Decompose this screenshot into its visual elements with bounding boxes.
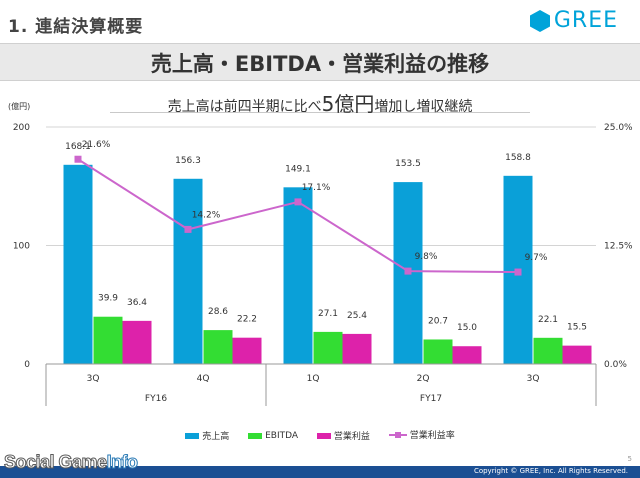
bar-op-income xyxy=(122,320,152,364)
margin-point xyxy=(404,267,412,275)
margin-point xyxy=(514,268,522,276)
x-tick-label: 4Q xyxy=(197,374,210,384)
y-axis-unit-label: (億円) xyxy=(8,102,31,111)
margin-value-label: 21.6% xyxy=(82,140,111,150)
legend-label-op-income: 営業利益 xyxy=(333,432,370,442)
bar-revenue xyxy=(63,164,93,364)
headline-highlight: 5億円 xyxy=(321,92,375,116)
bar-revenue xyxy=(283,187,313,364)
page-number: 5 xyxy=(627,455,632,463)
legend-swatch-revenue xyxy=(185,432,200,439)
headline-post: 増加し増収継続 xyxy=(374,99,473,115)
legend-label-ebitda: EBITDA xyxy=(265,430,299,441)
bar-value-label: 28.6 xyxy=(208,307,228,317)
legend-item-op-income: 営業利益 xyxy=(316,429,370,442)
bar-op-income xyxy=(232,337,262,364)
legend-item-margin: 営業利益率 xyxy=(388,428,455,441)
title-bar xyxy=(0,43,640,81)
bar-op-income xyxy=(342,333,372,364)
bar-value-label: 22.2 xyxy=(237,315,257,325)
chart-legend: 売上高 EBITDA 営業利益 営業利益率 xyxy=(0,428,640,442)
gree-logo: GREE xyxy=(529,8,618,33)
group-label: FY16 xyxy=(145,394,167,404)
x-tick-label: 3Q xyxy=(527,374,540,384)
bar-value-label: 156.3 xyxy=(175,156,201,166)
bar-value-label: 39.9 xyxy=(98,294,118,304)
y2-tick-label: 25.0% xyxy=(604,123,633,133)
margin-point xyxy=(294,198,302,206)
bar-ebitda xyxy=(533,337,563,364)
legend-label-revenue: 売上高 xyxy=(202,432,230,442)
watermark-text: Social Game xyxy=(4,452,108,473)
margin-value-label: 17.1% xyxy=(302,183,331,193)
margin-value-label: 9.7% xyxy=(525,253,548,263)
watermark-info: Info xyxy=(106,452,139,473)
headline-pre: 売上高は前四半期に比べ xyxy=(167,99,322,115)
legend-swatch-op-income xyxy=(316,432,331,439)
hexagon-logo-icon xyxy=(529,9,550,32)
bar-value-label: 15.0 xyxy=(457,323,477,333)
bar-value-label: 22.1 xyxy=(538,315,558,325)
bar-value-label: 36.4 xyxy=(127,298,147,308)
x-tick-label: 2Q xyxy=(417,374,430,384)
group-label: FY17 xyxy=(420,394,442,404)
y2-tick-label: 0.0% xyxy=(604,360,627,370)
y-tick-label: 100 xyxy=(13,242,30,252)
x-tick-label: 1Q xyxy=(307,374,320,384)
bar-value-label: 15.5 xyxy=(567,323,587,333)
y-tick-label: 200 xyxy=(13,123,30,133)
margin-value-label: 9.8% xyxy=(415,252,438,262)
brand-name: GREE xyxy=(553,8,618,33)
watermark: Social GameInfo xyxy=(4,452,139,473)
headline-message: 売上高は前四半期に比べ5億円増加し増収継続 xyxy=(110,88,530,116)
margin-value-label: 14.2% xyxy=(192,210,221,220)
bar-ebitda xyxy=(313,331,343,364)
x-tick-label: 3Q xyxy=(87,374,100,384)
page-title: 売上高・EBITDA・営業利益の推移 xyxy=(150,52,490,76)
bar-value-label: 158.8 xyxy=(505,153,531,163)
footer-bar xyxy=(0,466,640,478)
bar-value-label: 153.5 xyxy=(395,159,421,169)
legend-label-margin: 営業利益率 xyxy=(409,431,455,441)
margin-point xyxy=(184,225,192,233)
legend-swatch-margin xyxy=(388,431,407,439)
bar-ebitda xyxy=(203,330,233,364)
margin-point xyxy=(74,155,82,163)
y2-tick-label: 12.5% xyxy=(604,242,633,252)
bar-ebitda xyxy=(423,339,453,364)
bar-revenue xyxy=(173,178,203,364)
bar-value-label: 168.1 xyxy=(65,142,91,152)
bar-ebitda xyxy=(93,316,123,364)
y-tick-label: 0 xyxy=(24,360,30,370)
legend-swatch-ebitda xyxy=(248,432,263,439)
bar-value-label: 25.4 xyxy=(347,311,367,321)
legend-item-revenue: 売上高 xyxy=(185,429,229,442)
bar-op-income xyxy=(562,345,592,364)
bar-value-label: 20.7 xyxy=(428,316,448,326)
bar-value-label: 27.1 xyxy=(318,309,338,319)
copyright: Copyright © GREE, Inc. All Rights Reserv… xyxy=(473,467,628,475)
bar-op-income xyxy=(452,346,482,364)
bar-value-label: 149.1 xyxy=(285,164,311,174)
legend-item-ebitda: EBITDA xyxy=(248,431,298,441)
section-title: 1. 連結決算概要 xyxy=(8,17,144,37)
